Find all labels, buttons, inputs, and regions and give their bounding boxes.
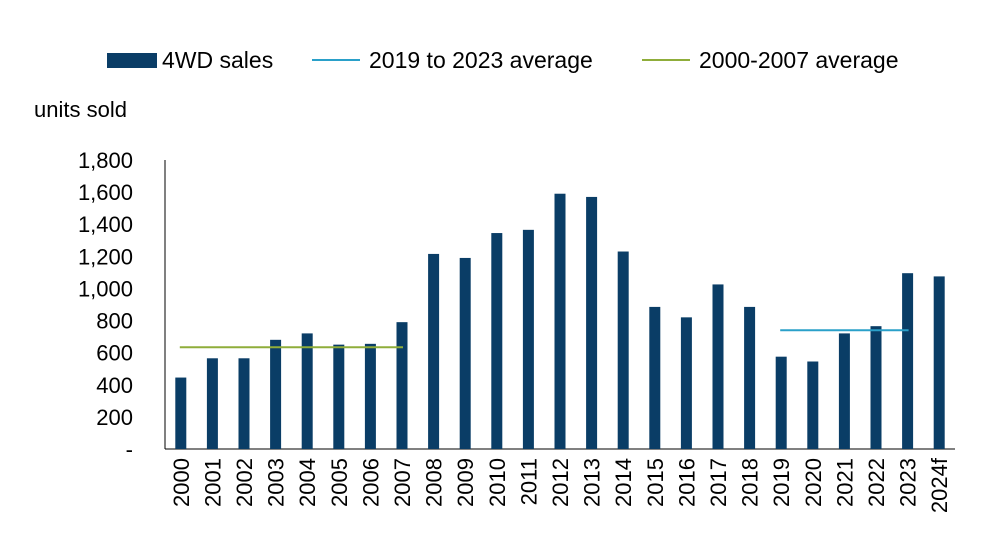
y-tick-label: 1,600 [78, 180, 133, 205]
x-tick-label: 2022 [864, 458, 889, 507]
x-tick-label: 2012 [548, 458, 573, 507]
y-tick-label: 200 [96, 405, 133, 430]
legend-label-2019-2023-average: 2019 to 2023 average [369, 47, 593, 73]
bar [459, 257, 471, 449]
x-tick-label: 2016 [674, 458, 699, 507]
bar [301, 333, 313, 449]
x-tick-label: 2011 [516, 458, 541, 505]
bar [933, 276, 945, 449]
x-tick-label: 2006 [358, 458, 383, 507]
x-tick-label: 2020 [801, 458, 826, 507]
x-tick-label: 2018 [738, 458, 763, 507]
y-tick-label: 800 [96, 309, 133, 334]
bar [649, 306, 661, 449]
x-tick-label: 2014 [611, 458, 636, 507]
bar [270, 339, 282, 449]
x-tick-label: 2015 [643, 458, 668, 507]
bar [206, 358, 218, 449]
y-tick-label: 600 [96, 341, 133, 366]
x-tick-label: 2013 [580, 458, 605, 507]
y-tick-label: 1,200 [78, 244, 133, 269]
legend-swatch-4wd-sales [107, 53, 157, 68]
bar [838, 333, 850, 449]
y-axis-title: units sold [34, 97, 127, 122]
x-tick-label: 2019 [769, 458, 794, 507]
bar [428, 253, 440, 449]
legend-label-4wd-sales: 4WD sales [162, 47, 273, 73]
x-tick-label: 2003 [264, 458, 289, 507]
x-tick-label: 2008 [422, 458, 447, 507]
x-tick-label: 2005 [327, 458, 352, 507]
x-tick-label: 2017 [706, 458, 731, 507]
x-tick-label: 2001 [200, 458, 225, 507]
bar [870, 326, 882, 449]
legend-label-2000-2007-average: 2000-2007 average [699, 47, 899, 73]
bar [617, 251, 629, 449]
x-tick-label: 2021 [832, 458, 857, 507]
bar [680, 317, 692, 449]
bar [396, 322, 408, 449]
bar [744, 306, 756, 449]
legend: 4WD sales 2019 to 2023 average 2000-2007… [107, 47, 899, 73]
bar [175, 377, 187, 449]
x-tick-label: 2004 [295, 458, 320, 507]
x-tick-label: 2007 [390, 458, 415, 507]
y-tick-label: 1,400 [78, 212, 133, 237]
bar [554, 193, 566, 449]
x-tick-label: 2010 [485, 458, 510, 507]
x-tick-labels: 2000 2001 2002 2003 2004 2005 2006 2007 2008 2009… [169, 457, 952, 513]
x-tick-label: 2024f [927, 457, 952, 513]
x-tick-label: 2009 [453, 458, 478, 507]
bar [522, 229, 534, 449]
y-tick-labels: - 200 400 600 800 1,000 1,200 1,400 1,600 1,800 [78, 148, 133, 462]
x-tick-label: 2002 [232, 458, 257, 507]
bar [364, 343, 376, 449]
bar [775, 356, 787, 449]
bar [491, 233, 503, 449]
bars [175, 193, 945, 449]
bar [807, 361, 819, 449]
bar [902, 273, 914, 449]
y-tick-label: 400 [96, 373, 133, 398]
reference-lines [179, 329, 909, 349]
bar [712, 284, 724, 449]
y-tick-label: - [126, 437, 133, 462]
y-tick-label: 1,800 [78, 148, 133, 173]
y-tick-label: 1,000 [78, 276, 133, 301]
bar [586, 196, 598, 449]
bar [333, 344, 345, 449]
x-tick-label: 2023 [896, 458, 921, 507]
bar [238, 358, 250, 449]
x-tick-label: 2000 [169, 458, 194, 507]
